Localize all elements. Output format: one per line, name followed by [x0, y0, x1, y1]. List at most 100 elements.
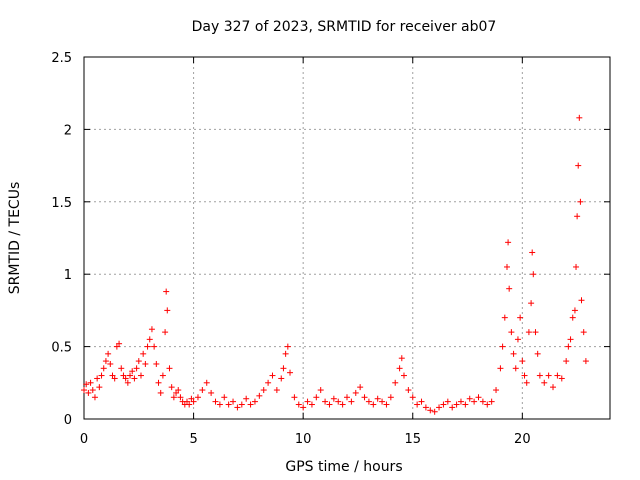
data-point [497, 365, 504, 372]
data-point [457, 398, 464, 405]
data-point [98, 372, 105, 379]
data-point [105, 350, 112, 357]
data-point [87, 379, 94, 386]
data-point [392, 379, 399, 386]
data-point [357, 384, 364, 391]
data-point [440, 401, 447, 408]
data-point [133, 365, 140, 372]
data-point [282, 350, 289, 357]
data-point [436, 404, 443, 411]
x-tick-label: 10 [295, 432, 312, 447]
data-point [339, 401, 346, 408]
data-point [284, 343, 291, 350]
data-point [300, 404, 307, 411]
data-point [247, 401, 254, 408]
data-point [418, 398, 425, 405]
data-point [83, 381, 90, 388]
data-point [317, 387, 324, 394]
data-point [251, 398, 258, 405]
data-point [565, 343, 572, 350]
data-point [194, 394, 201, 401]
data-point [186, 401, 193, 408]
data-point [505, 239, 512, 246]
data-point [348, 398, 355, 405]
data-point [162, 329, 169, 336]
data-point [499, 343, 506, 350]
data-point [124, 379, 131, 386]
data-point [493, 387, 500, 394]
x-tick-label: 0 [80, 432, 88, 447]
y-tick-label: 2.5 [51, 51, 72, 66]
data-point [512, 365, 519, 372]
data-point [89, 387, 96, 394]
data-point [569, 314, 576, 321]
data-point [212, 398, 219, 405]
data-point [352, 389, 359, 396]
data-point [168, 384, 175, 391]
data-point [541, 379, 548, 386]
data-point [488, 398, 495, 405]
data-point [506, 285, 513, 292]
data-point [523, 379, 530, 386]
data-point [580, 329, 587, 336]
data-point [111, 375, 118, 382]
data-point [159, 372, 166, 379]
data-point [462, 401, 469, 408]
data-point [514, 336, 521, 343]
data-point [519, 358, 526, 365]
data-point [260, 387, 267, 394]
data-point [175, 387, 182, 394]
data-point [118, 365, 125, 372]
data-point [225, 401, 232, 408]
data-point [431, 408, 438, 415]
data-point [577, 198, 584, 205]
data-point [575, 162, 582, 169]
data-point [131, 375, 138, 382]
data-point [422, 404, 429, 411]
data-point [81, 387, 87, 394]
data-point [280, 365, 287, 372]
data-point [387, 394, 394, 401]
data-point [574, 213, 581, 220]
data-point [100, 365, 107, 372]
data-point [567, 336, 574, 343]
y-tick-label: 1 [64, 268, 72, 283]
data-points [81, 114, 589, 415]
data-point [208, 389, 215, 396]
data-point [153, 360, 160, 367]
data-point [475, 394, 482, 401]
data-point [370, 401, 377, 408]
data-point [322, 398, 329, 405]
data-point [166, 365, 173, 372]
data-point [361, 394, 368, 401]
data-point [221, 394, 228, 401]
data-point [170, 394, 177, 401]
data-point [94, 375, 101, 382]
data-point [530, 271, 537, 278]
data-point [269, 372, 276, 379]
data-point [534, 350, 541, 357]
data-point [427, 407, 434, 414]
plot-frame [83, 56, 611, 420]
data-point [122, 375, 129, 382]
y-tick-label: 0.5 [51, 341, 72, 356]
data-point [313, 394, 320, 401]
data-point [383, 401, 390, 408]
data-point [330, 395, 337, 402]
chart-title: Day 327 of 2023, SRMTID for receiver ab0… [192, 19, 497, 35]
data-point [532, 329, 539, 336]
data-point [278, 375, 285, 382]
data-point [528, 300, 535, 307]
data-point [453, 401, 460, 408]
data-point [344, 394, 350, 401]
data-point [230, 398, 237, 405]
data-point [444, 398, 451, 405]
data-point [529, 249, 536, 256]
data-point [578, 297, 585, 304]
data-point [550, 384, 557, 391]
x-axis-label: GPS time / hours [285, 459, 402, 475]
data-point [304, 398, 311, 405]
data-point [405, 387, 412, 394]
data-point [576, 114, 583, 121]
data-point [238, 401, 245, 408]
